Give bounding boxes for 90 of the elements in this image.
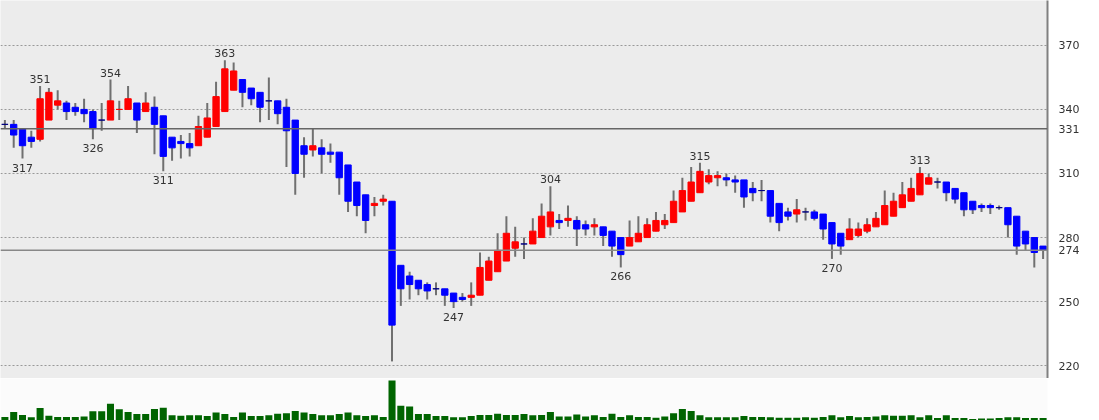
bar bbox=[1013, 417, 1021, 420]
bar bbox=[714, 417, 722, 420]
annotation: 326 bbox=[82, 142, 104, 156]
annotation: 315 bbox=[689, 149, 711, 163]
bar bbox=[115, 409, 123, 420]
bar bbox=[846, 416, 854, 420]
candlestick bbox=[625, 219, 634, 248]
candlestick bbox=[317, 138, 326, 175]
bar bbox=[370, 415, 378, 420]
bar bbox=[722, 417, 730, 420]
bar bbox=[142, 414, 150, 420]
bar bbox=[326, 415, 334, 420]
bar bbox=[898, 415, 906, 420]
annotation: 363 bbox=[214, 47, 236, 61]
bar bbox=[406, 406, 414, 420]
annotation: 304 bbox=[539, 173, 561, 187]
bar bbox=[634, 416, 642, 420]
bar bbox=[230, 416, 238, 420]
bar bbox=[802, 417, 810, 420]
y-tick-label: 280 bbox=[1058, 231, 1080, 245]
bar bbox=[194, 415, 202, 420]
bar bbox=[335, 414, 343, 420]
annotation: 313 bbox=[909, 154, 931, 168]
bar bbox=[854, 417, 862, 420]
bar bbox=[62, 416, 71, 420]
candlestick bbox=[564, 204, 572, 228]
bar bbox=[925, 415, 933, 420]
bar bbox=[458, 417, 466, 420]
annotation: 354 bbox=[99, 66, 121, 80]
bar bbox=[98, 411, 106, 420]
annotation: 317 bbox=[12, 161, 33, 175]
bar bbox=[494, 413, 502, 420]
bar bbox=[282, 413, 290, 420]
candlestick bbox=[106, 78, 115, 122]
bar bbox=[71, 416, 79, 420]
bar bbox=[538, 414, 546, 420]
bar bbox=[150, 408, 158, 420]
bar bbox=[758, 416, 766, 420]
bar bbox=[705, 417, 713, 420]
candlestick bbox=[273, 99, 282, 126]
ref-line-label: 274 bbox=[1058, 244, 1080, 258]
y-tick-label: 310 bbox=[1058, 167, 1080, 181]
bar bbox=[379, 416, 387, 420]
annotation: 311 bbox=[152, 174, 174, 188]
bar bbox=[291, 410, 299, 420]
annotation: 270 bbox=[821, 261, 843, 275]
y-tick-label: 220 bbox=[1058, 359, 1080, 373]
bar bbox=[942, 415, 950, 420]
candlestick bbox=[124, 84, 132, 111]
candlestick bbox=[370, 195, 379, 218]
bar bbox=[274, 413, 282, 420]
bar bbox=[546, 412, 554, 420]
bar bbox=[450, 417, 458, 420]
bar bbox=[203, 416, 211, 420]
bar bbox=[54, 416, 62, 420]
bar bbox=[1, 416, 9, 420]
ref-line-label: 331 bbox=[1058, 122, 1080, 136]
bar bbox=[27, 417, 35, 420]
bar bbox=[881, 415, 889, 420]
bar bbox=[626, 415, 634, 420]
candlestick bbox=[520, 236, 528, 260]
bar bbox=[414, 414, 422, 420]
candlestick bbox=[793, 198, 801, 224]
bar bbox=[837, 417, 845, 420]
bar bbox=[18, 414, 27, 420]
bar bbox=[186, 415, 194, 420]
bar bbox=[749, 416, 757, 420]
bar bbox=[318, 415, 326, 420]
annotation: 247 bbox=[443, 311, 465, 325]
bar bbox=[106, 403, 114, 420]
bar bbox=[890, 415, 898, 420]
bar bbox=[362, 416, 370, 420]
y-tick-label: 340 bbox=[1058, 103, 1080, 117]
candlestick bbox=[142, 91, 150, 113]
bar bbox=[766, 417, 774, 420]
y-tick-label: 370 bbox=[1058, 39, 1080, 53]
annotation: 266 bbox=[610, 270, 632, 284]
candlestick bbox=[265, 76, 273, 122]
bar bbox=[670, 413, 678, 420]
bar bbox=[590, 415, 598, 420]
candlestick bbox=[546, 185, 555, 237]
bar bbox=[502, 414, 510, 420]
bar bbox=[238, 412, 246, 420]
y-tick-label: 250 bbox=[1058, 295, 1080, 309]
annotation: 351 bbox=[29, 72, 51, 86]
bar bbox=[159, 407, 167, 420]
bar bbox=[247, 416, 255, 420]
bar bbox=[678, 408, 686, 420]
candlestick bbox=[845, 217, 854, 241]
bar bbox=[10, 412, 18, 420]
